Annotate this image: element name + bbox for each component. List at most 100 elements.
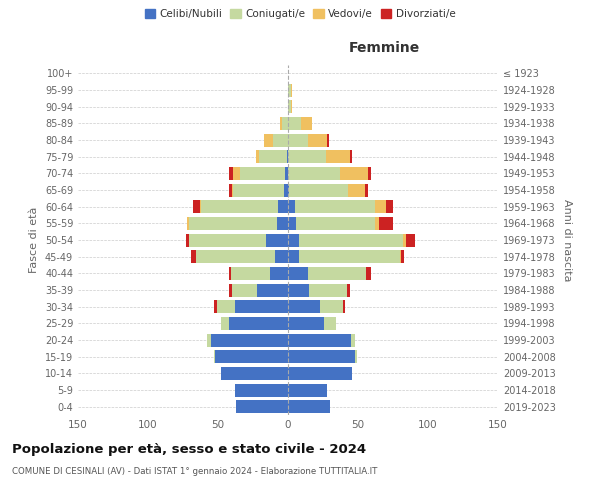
Bar: [272, 134, 288, 146]
Bar: [232, 284, 257, 296]
Bar: [256, 150, 259, 163]
Bar: [201, 200, 278, 213]
Bar: [229, 184, 232, 196]
Bar: [235, 300, 288, 313]
Bar: [211, 334, 288, 346]
Bar: [401, 250, 404, 263]
Bar: [196, 250, 275, 263]
Bar: [221, 367, 288, 380]
Bar: [187, 217, 188, 230]
Bar: [257, 284, 288, 296]
Bar: [368, 167, 371, 180]
Bar: [299, 250, 400, 263]
Bar: [403, 234, 406, 246]
Y-axis label: Anni di nascita: Anni di nascita: [562, 198, 572, 281]
Bar: [288, 150, 326, 163]
Bar: [343, 300, 346, 313]
Bar: [288, 334, 351, 346]
Bar: [288, 367, 352, 380]
Bar: [288, 284, 309, 296]
Bar: [308, 267, 367, 280]
Bar: [327, 134, 329, 146]
Bar: [221, 317, 229, 330]
Bar: [284, 184, 288, 196]
Y-axis label: Fasce di età: Fasce di età: [29, 207, 39, 273]
Bar: [375, 200, 386, 213]
Text: Popolazione per età, sesso e stato civile - 2024: Popolazione per età, sesso e stato civil…: [12, 442, 366, 456]
Bar: [288, 217, 296, 230]
Bar: [230, 267, 270, 280]
Bar: [188, 217, 277, 230]
Bar: [214, 300, 217, 313]
Bar: [215, 350, 288, 363]
Bar: [217, 300, 235, 313]
Bar: [291, 84, 292, 96]
Bar: [191, 250, 196, 263]
Bar: [308, 134, 327, 146]
Bar: [278, 200, 288, 213]
Bar: [288, 267, 308, 280]
Bar: [241, 167, 285, 180]
Bar: [288, 350, 355, 363]
Bar: [233, 167, 241, 180]
Bar: [288, 200, 295, 213]
Bar: [347, 284, 350, 296]
Legend: Celibi/Nubili, Coniugati/e, Vedovi/e, Divorziati/e: Celibi/Nubili, Coniugati/e, Vedovi/e, Di…: [140, 5, 460, 24]
Bar: [233, 184, 284, 196]
Bar: [295, 200, 375, 213]
Bar: [288, 250, 299, 263]
Bar: [200, 200, 201, 213]
Bar: [291, 100, 292, 113]
Bar: [270, 267, 288, 280]
Text: Femmine: Femmine: [349, 40, 420, 54]
Bar: [229, 284, 232, 296]
Bar: [259, 150, 287, 163]
Bar: [288, 300, 320, 313]
Bar: [277, 217, 288, 230]
Bar: [229, 317, 288, 330]
Bar: [325, 317, 335, 330]
Bar: [235, 384, 288, 396]
Bar: [229, 167, 233, 180]
Bar: [288, 117, 301, 130]
Bar: [351, 334, 355, 346]
Bar: [288, 84, 291, 96]
Bar: [266, 234, 288, 246]
Bar: [400, 250, 401, 263]
Bar: [301, 117, 312, 130]
Bar: [320, 300, 343, 313]
Bar: [283, 117, 288, 130]
Bar: [236, 400, 288, 413]
Bar: [288, 384, 327, 396]
Bar: [340, 167, 368, 180]
Bar: [288, 134, 308, 146]
Bar: [296, 217, 375, 230]
Bar: [288, 400, 330, 413]
Bar: [264, 134, 272, 146]
Bar: [287, 150, 288, 163]
Bar: [350, 150, 352, 163]
Bar: [379, 217, 393, 230]
Bar: [365, 184, 368, 196]
Bar: [288, 234, 299, 246]
Bar: [309, 284, 347, 296]
Text: COMUNE DI CESINALI (AV) - Dati ISTAT 1° gennaio 2024 - Elaborazione TUTTITALIA.I: COMUNE DI CESINALI (AV) - Dati ISTAT 1° …: [12, 468, 377, 476]
Bar: [288, 184, 289, 196]
Bar: [207, 334, 211, 346]
Bar: [367, 267, 371, 280]
Bar: [406, 234, 415, 246]
Bar: [232, 184, 233, 196]
Bar: [186, 234, 188, 246]
Bar: [288, 167, 340, 180]
Bar: [355, 350, 356, 363]
Bar: [288, 317, 325, 330]
Bar: [275, 250, 288, 263]
Bar: [214, 350, 215, 363]
Bar: [386, 200, 393, 213]
Bar: [280, 117, 283, 130]
Bar: [299, 234, 403, 246]
Bar: [188, 234, 266, 246]
Bar: [193, 200, 200, 213]
Bar: [288, 100, 291, 113]
Bar: [375, 217, 379, 230]
